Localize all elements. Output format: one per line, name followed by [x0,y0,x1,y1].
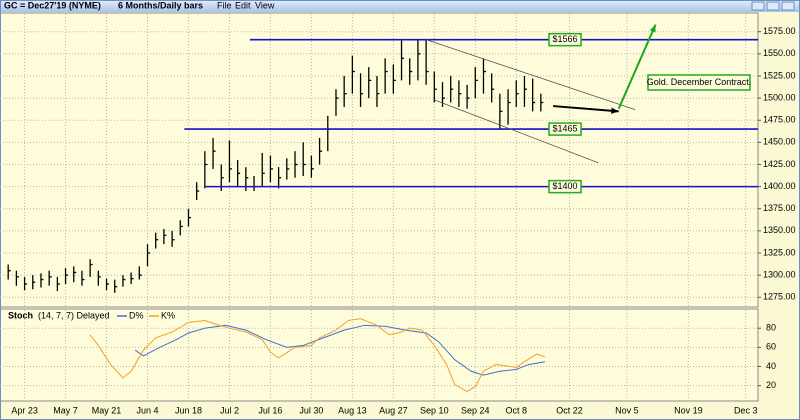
x-tick-label: Apr 23 [11,405,38,415]
x-tick-label: Oct 22 [556,405,583,415]
x-tick-label: Jul 30 [299,405,323,415]
y-tick-label: 1575.00 [763,26,796,36]
menu[interactable]: View [255,0,275,10]
arrow [553,105,619,113]
arrow [617,24,657,110]
panel-title: Stoch [8,310,33,320]
level-label: $1400 [552,181,577,191]
menu[interactable]: File [217,0,232,10]
channel-line [434,99,599,164]
y-tick-label: 1500.00 [763,92,796,102]
x-tick-label: May 7 [53,405,78,415]
y-tick-label: 20 [766,380,776,390]
minimize-button[interactable] [751,1,765,11]
y-tick-label: 1525.00 [763,70,796,80]
price-panel [0,12,759,308]
y-tick-label: 1450.00 [763,137,796,147]
y-tick-label: 1350.00 [763,225,796,235]
level-label-box [548,122,582,136]
y-tick-label: 60 [766,342,776,352]
y-tick-label: 1325.00 [763,247,796,257]
x-tick-label: Jun 4 [136,405,158,415]
level-label-box [548,32,582,47]
x-tick-label: Aug 13 [338,405,367,415]
arrow-head [649,24,656,33]
y-tick-label: 1475.00 [763,115,796,125]
x-tick-label: Jul 2 [220,405,239,415]
note-box [647,74,751,91]
legend-label: K% [161,310,175,320]
x-tick-label: Jul 16 [258,405,282,415]
x-tick-label: Jun 18 [175,405,202,415]
y-tick-label: 1550.00 [763,48,796,58]
y-tick-label: 1275.00 [763,292,796,302]
y-tick-label: 1425.00 [763,159,796,169]
x-tick-label: Dec 3 [734,405,758,415]
level-label: $1465 [552,123,577,133]
close-button[interactable] [781,1,795,11]
symbol[interactable]: GC = Dec27'19 (NYME) [4,0,101,10]
x-tick-label: Oct 8 [506,405,528,415]
stoch-line [134,324,546,376]
period[interactable]: 6 Months/Daily bars [118,0,203,10]
legend-label: D% [129,310,144,320]
stoch-line [89,318,546,392]
y-tick-label: 1300.00 [763,270,796,280]
x-tick-label: Sep 24 [461,405,490,415]
x-tick-label: May 21 [92,405,122,415]
stoch-panel [0,308,759,402]
level-label: $1566 [552,34,577,44]
arrow-head [611,107,619,114]
toolbar [0,0,800,12]
y-tick-label: 80 [766,323,776,333]
x-tick-label: Nov 19 [674,405,703,415]
y-tick-label: 1400.00 [763,181,796,191]
level-label-box [548,179,582,194]
x-tick-label: Aug 27 [379,405,408,415]
y-tick-label: 40 [766,361,776,371]
panel-subtitle: (14, 7, 7) Delayed [38,310,110,320]
y-tick-label: 1375.00 [763,203,796,213]
note: Gold. December Contract. [647,77,752,87]
menu[interactable]: Edit [235,0,251,10]
x-tick-label: Sep 10 [420,405,449,415]
x-tick-label: Nov 5 [615,405,639,415]
maximize-button[interactable] [766,1,780,11]
channel-line [425,39,636,110]
